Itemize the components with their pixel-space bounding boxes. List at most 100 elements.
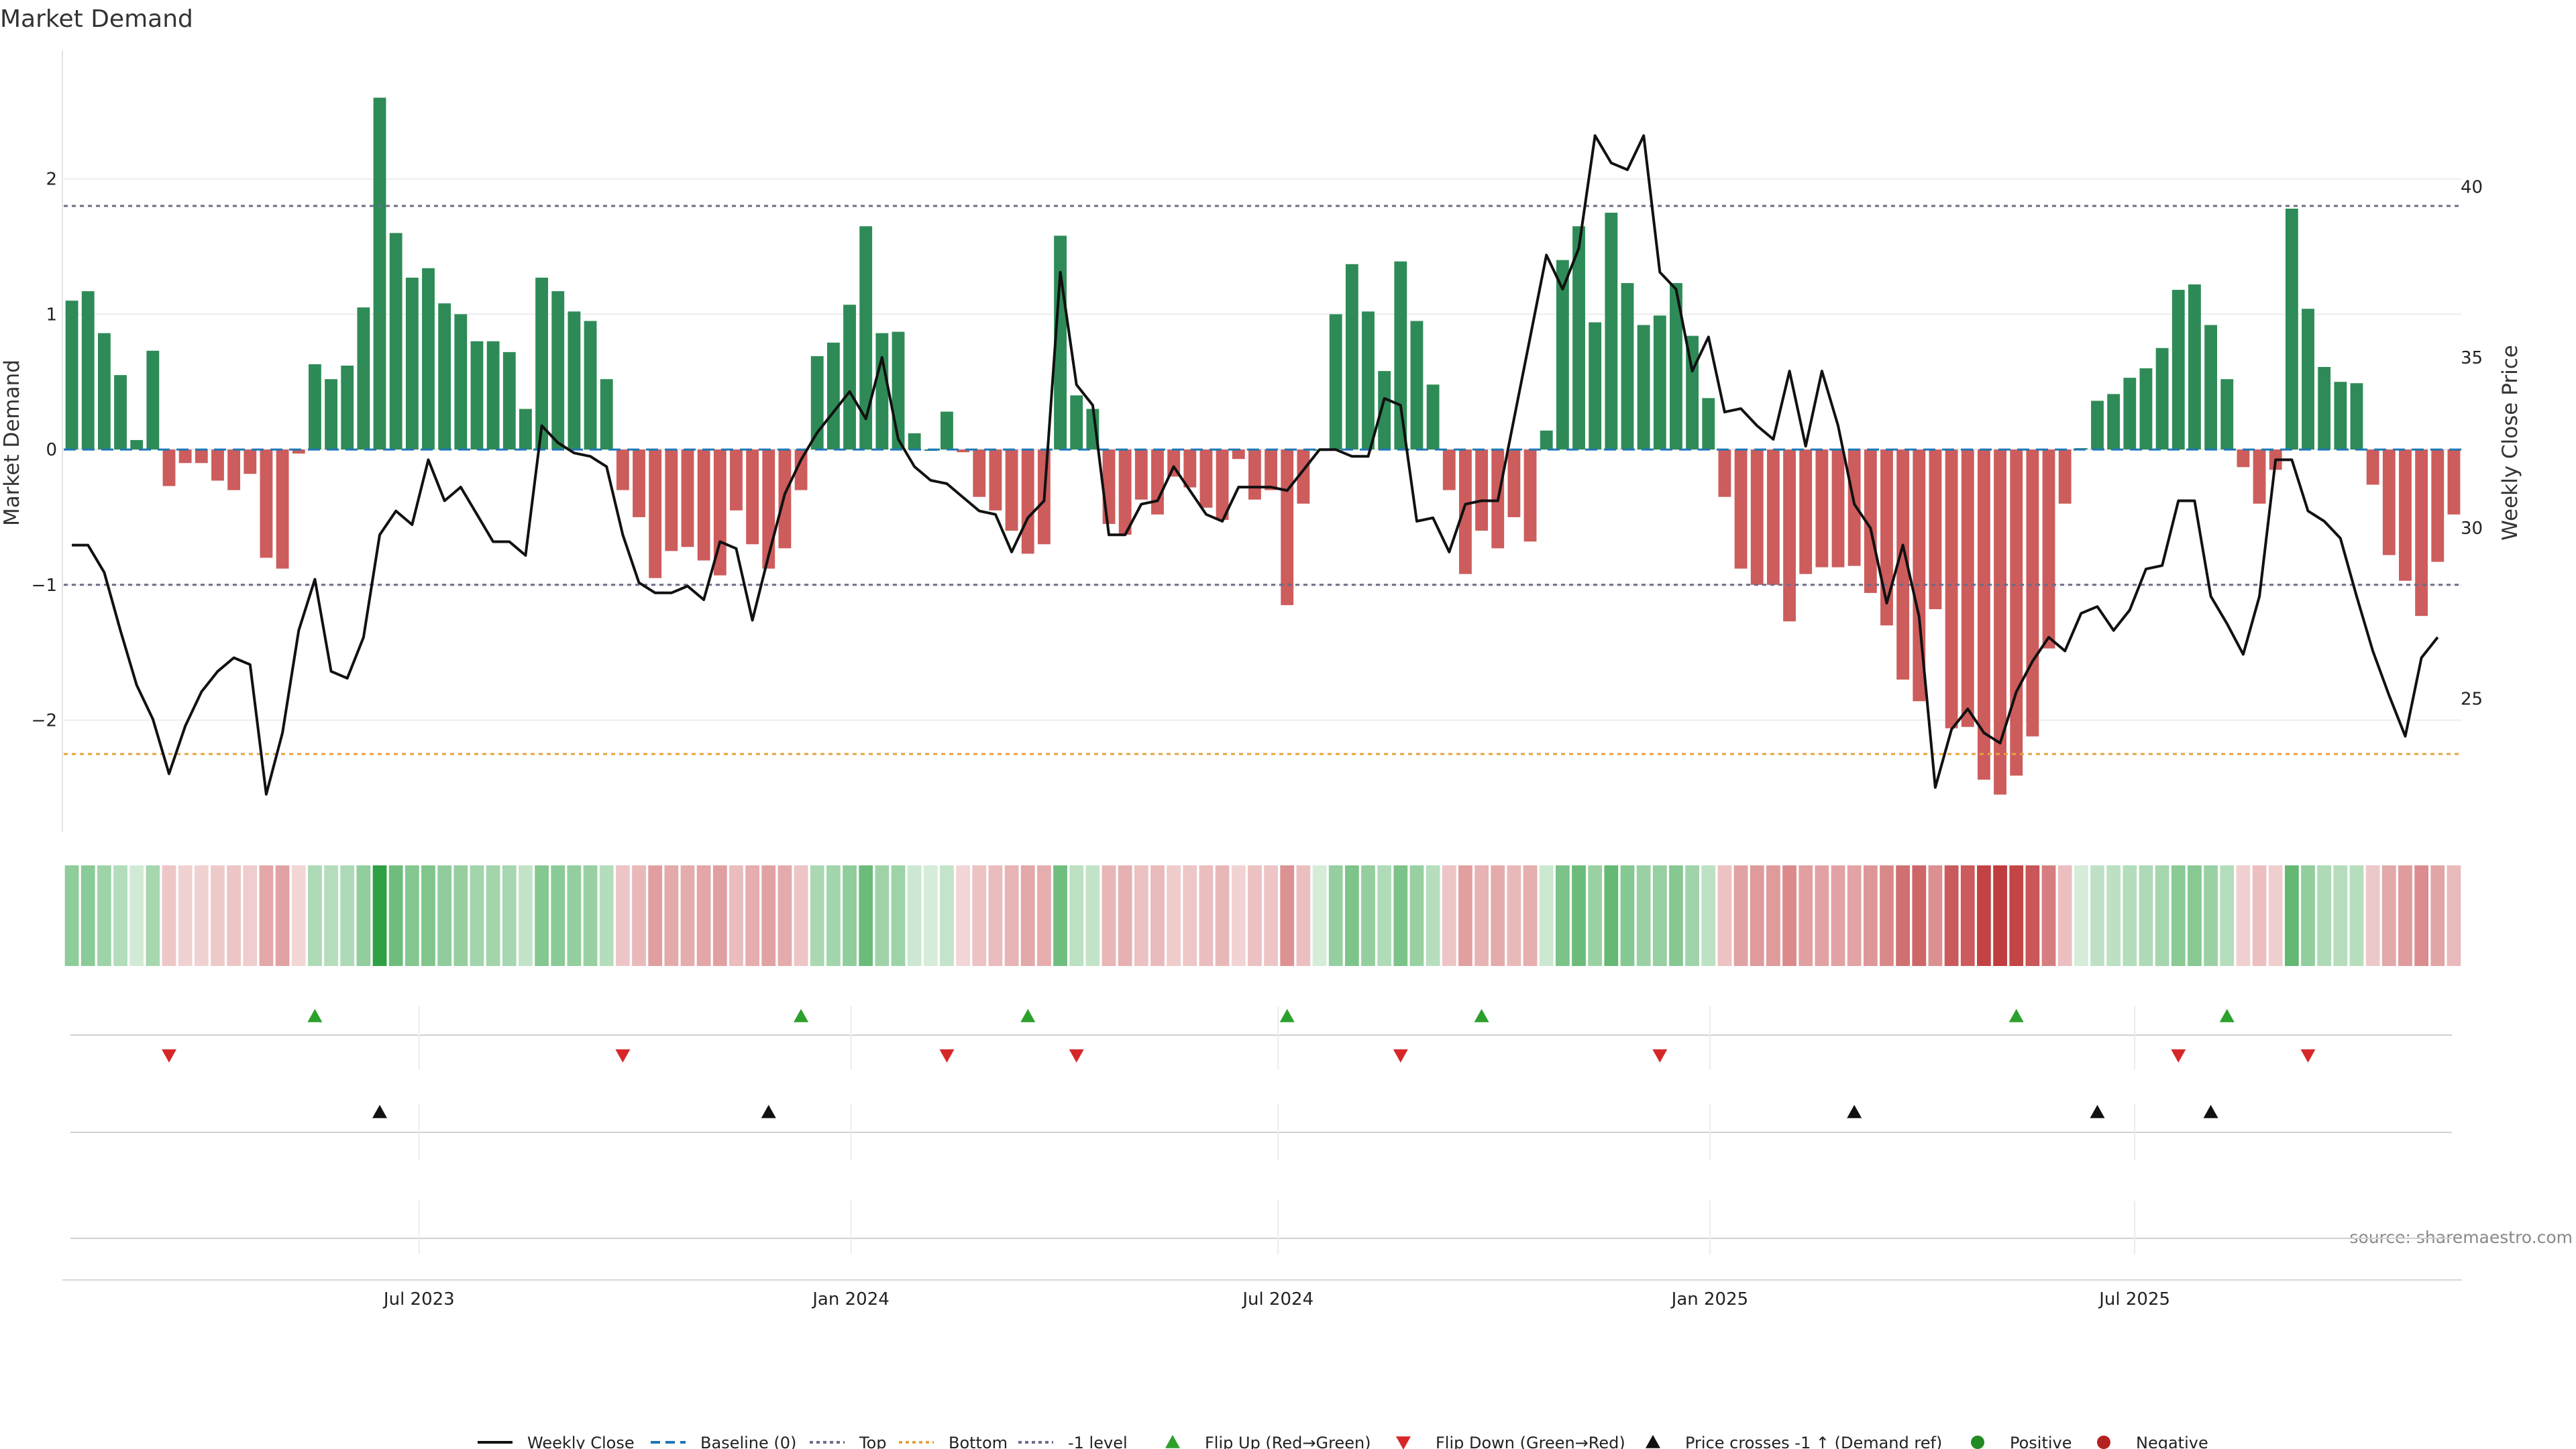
legend-flip-down-label: Flip Down (Green→Red): [1436, 1434, 1625, 1449]
heat-cell-negative: [2447, 865, 2461, 966]
heat-cell-positive: [567, 865, 582, 966]
heat-cell-positive: [2155, 865, 2169, 966]
legend-baseline-label: Baseline (0): [700, 1434, 796, 1449]
heat-cell-positive: [1701, 865, 1716, 966]
heat-cell-negative: [1880, 865, 1894, 966]
heat-cell-negative: [1442, 865, 1456, 966]
heat-cell-negative: [227, 865, 241, 966]
positive-bar: [2302, 309, 2314, 450]
negative-bar: [1994, 449, 2006, 795]
positive-bar: [843, 305, 856, 450]
heat-cell-negative: [696, 865, 711, 966]
negative-bar: [2042, 449, 2055, 649]
heat-cell-negative: [259, 865, 274, 966]
positive-bar: [1605, 213, 1618, 450]
heat-cell-negative: [1183, 865, 1197, 966]
weekly-close-line: [72, 134, 2439, 796]
negative-bar: [195, 449, 208, 464]
heat-cell-positive: [97, 865, 111, 966]
heat-cell-positive: [859, 865, 873, 966]
positive-bar: [875, 333, 889, 450]
heat-cell-negative: [1782, 865, 1796, 966]
heat-cell-negative: [1280, 865, 1295, 966]
positive-bar: [470, 341, 484, 450]
heat-cell-negative: [2398, 865, 2412, 966]
right-tick-label: 25: [2461, 690, 2483, 710]
heat-cell-positive: [551, 865, 566, 966]
negative-bar: [1896, 449, 1910, 680]
heat-cell-positive: [2220, 865, 2235, 966]
heat-cell-negative: [2268, 865, 2283, 966]
negative-bar: [1216, 449, 1229, 520]
heat-cell-negative: [1896, 865, 1911, 966]
negative-bar: [1961, 449, 1974, 727]
heat-cell-negative: [1507, 865, 1521, 966]
flip-down-marker: [162, 1049, 177, 1063]
positive-bar: [114, 375, 127, 450]
heat-cell-positive: [421, 865, 435, 966]
heat-cell-negative: [2236, 865, 2251, 966]
heat-cell-positive: [502, 865, 517, 966]
heat-cell-negative: [1977, 865, 1991, 966]
negative-bar: [697, 449, 710, 561]
heat-cell-positive: [1409, 865, 1424, 966]
heat-cell-positive: [1053, 865, 1067, 966]
flip-down-marker: [1069, 1049, 1084, 1063]
positive-bar: [97, 333, 111, 450]
heat-cell-negative: [1296, 865, 1311, 966]
negative-bar: [2058, 449, 2072, 504]
heat-cell-positive: [372, 865, 387, 966]
heat-cell-positive: [923, 865, 938, 966]
price-cross-marker: [2090, 1105, 2105, 1118]
negative-bar: [227, 449, 241, 490]
heat-cell-positive: [2284, 865, 2299, 966]
heat-cell-positive: [388, 865, 403, 966]
heat-cell-positive: [1636, 865, 1651, 966]
flip-up-marker: [2008, 1009, 2024, 1022]
heat-cell-positive: [1085, 865, 1100, 966]
negative-bar: [1847, 449, 1861, 566]
legend-positive-swatch: [1971, 1436, 1984, 1449]
heat-cell-positive: [1312, 865, 1327, 966]
positive-bar: [2171, 290, 2185, 450]
axes: 2 1 0 −1 −2 40 35 30 25 Jul 2023 Jan 2024 Jul 2024 J…: [32, 50, 2483, 1309]
heat-cell-negative: [1458, 865, 1472, 966]
negative-bar: [1265, 449, 1277, 490]
heat-cell-positive: [308, 865, 322, 966]
reference-lines: [64, 205, 2462, 755]
positive-bar: [892, 331, 905, 450]
legend-flip-up-label: Flip Up (Red→Green): [1205, 1434, 1371, 1449]
negative-bar: [1151, 449, 1164, 515]
heat-cell-positive: [2188, 865, 2202, 966]
price-cross-marker: [1847, 1105, 1862, 1118]
legend-weekly-close-label: Weekly Close: [527, 1434, 635, 1449]
legend-price-cross-swatch: [1646, 1435, 1660, 1448]
positive-bar: [1426, 384, 1440, 450]
flip-up-marker: [1279, 1009, 1295, 1022]
heat-cell-negative: [1799, 865, 1813, 966]
heat-cell-positive: [1539, 865, 1554, 966]
positive-bar: [1653, 315, 1666, 450]
legend-negative-swatch: [2097, 1436, 2110, 1449]
heat-cell-negative: [1020, 865, 1035, 966]
heat-cell-negative: [1717, 865, 1732, 966]
x-tick-label: Jul 2024: [1241, 1289, 1313, 1309]
negative-bar: [1248, 449, 1261, 500]
positive-bar: [486, 341, 500, 450]
flip-up-marker: [307, 1009, 323, 1022]
heat-cell-positive: [1344, 865, 1359, 966]
negative-bar: [1134, 449, 1148, 500]
heat-cell-positive: [2106, 865, 2121, 966]
heat-cell-negative: [2009, 865, 2024, 966]
heat-cell-positive: [519, 865, 533, 966]
positive-bar: [584, 321, 597, 450]
negative-bar: [1475, 449, 1489, 531]
heat-cell-positive: [1361, 865, 1375, 966]
negative-bar: [2026, 449, 2039, 737]
heat-cell-positive: [907, 865, 922, 966]
negative-bar: [260, 449, 273, 558]
heat-cell-negative: [1215, 865, 1230, 966]
positive-bar: [422, 268, 435, 450]
heat-cell-negative: [2025, 865, 2040, 966]
heat-cell-negative: [2430, 865, 2445, 966]
